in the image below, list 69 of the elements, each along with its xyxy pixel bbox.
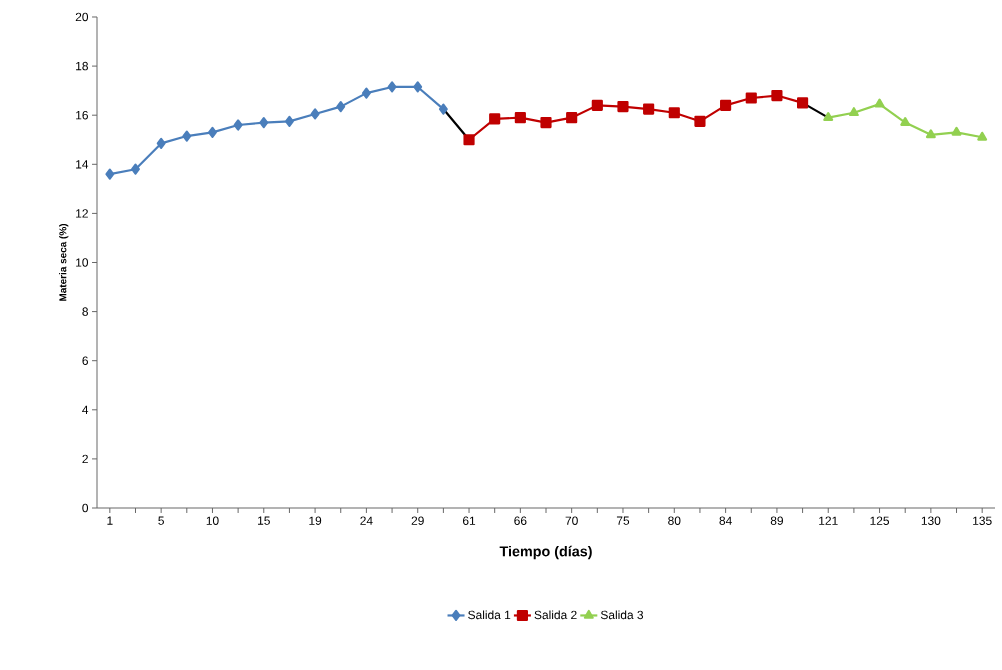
y-tick-label: 12 xyxy=(76,209,88,218)
point xyxy=(977,131,988,141)
x-tick-label: 84 xyxy=(719,516,732,525)
y-tick-label: 18 xyxy=(76,61,88,71)
x-tick-label: 5 xyxy=(158,516,164,525)
legend-label: Salida 3 xyxy=(600,610,644,620)
y-tick-label: 0 xyxy=(82,503,89,513)
point xyxy=(900,116,911,126)
point xyxy=(489,113,501,125)
point xyxy=(745,92,757,104)
point xyxy=(823,112,834,121)
y-tick-label: 20 xyxy=(75,12,89,22)
point xyxy=(720,99,732,111)
y-tick-label: 10 xyxy=(76,258,89,267)
x-tick-label: 70 xyxy=(565,516,578,525)
point xyxy=(336,101,346,113)
legend-label: Salida 1 xyxy=(468,610,511,620)
x-tick-label: 135 xyxy=(973,516,992,525)
x-tick-label: 1 xyxy=(107,516,113,525)
point xyxy=(463,134,475,146)
y-axis-title: Materia seca (%) xyxy=(59,223,69,301)
point xyxy=(668,107,680,119)
y-tick-label: 2 xyxy=(82,454,88,464)
point xyxy=(438,103,448,115)
point xyxy=(797,97,809,109)
point xyxy=(771,89,783,102)
y-tick-label: 16 xyxy=(76,110,88,120)
point xyxy=(361,87,371,99)
x-tick-label: 75 xyxy=(616,516,630,525)
point xyxy=(284,115,294,127)
point xyxy=(413,81,423,93)
point xyxy=(951,126,962,136)
point xyxy=(182,130,192,142)
point xyxy=(694,115,706,127)
point xyxy=(617,101,629,113)
x-tick-label: 66 xyxy=(514,516,527,525)
x-tick-label: 125 xyxy=(870,516,890,525)
x-tick-label: 121 xyxy=(819,516,838,525)
x-tick-label: 80 xyxy=(668,516,681,525)
point xyxy=(925,129,936,139)
point xyxy=(208,126,217,138)
x-tick-label: 19 xyxy=(309,516,322,525)
x-axis-title: Tiempo (días) xyxy=(499,545,592,560)
point xyxy=(387,81,397,93)
point xyxy=(514,112,526,124)
point xyxy=(310,108,320,120)
legend-label: Salida 2 xyxy=(534,610,577,620)
point xyxy=(259,116,269,129)
y-tick-label: 14 xyxy=(76,160,89,169)
x-tick-label: 10 xyxy=(206,516,219,525)
point xyxy=(540,116,552,129)
point xyxy=(131,163,140,175)
x-tick-label: 15 xyxy=(258,516,270,525)
x-tick-label: 61 xyxy=(462,516,476,525)
point xyxy=(848,107,859,117)
point xyxy=(233,119,243,131)
y-tick-label: 8 xyxy=(82,307,88,316)
x-tick-label: 24 xyxy=(360,516,373,525)
x-tick-label: 130 xyxy=(921,516,941,525)
point xyxy=(591,99,603,111)
y-tick-label: 6 xyxy=(82,356,88,365)
point xyxy=(105,168,115,180)
x-tick-label: 89 xyxy=(770,516,783,525)
y-tick-label: 4 xyxy=(82,405,89,414)
point xyxy=(566,112,578,124)
x-tick-label: 29 xyxy=(411,516,424,525)
point xyxy=(156,137,166,150)
point xyxy=(643,103,655,115)
point xyxy=(874,98,885,108)
